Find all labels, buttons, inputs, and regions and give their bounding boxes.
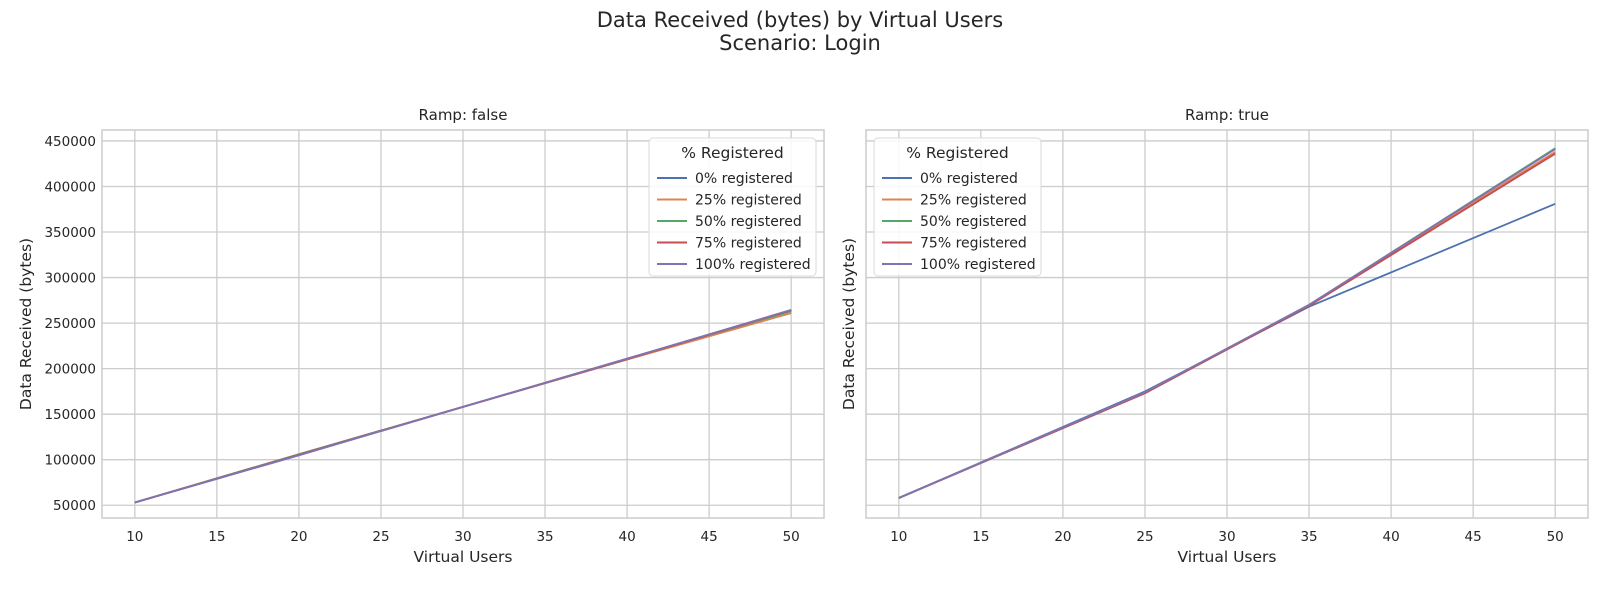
y-tick-label: 350000 — [44, 225, 96, 241]
y-tick-label: 250000 — [44, 316, 96, 332]
y-tick-label: 100000 — [44, 453, 96, 469]
plot-frame — [865, 129, 1589, 519]
legend-entry: 50% registered — [920, 214, 1027, 230]
x-tick-label: 30 — [1218, 529, 1235, 545]
x-tick-label: 45 — [1465, 529, 1482, 545]
legend-entry: 25% registered — [920, 193, 1027, 209]
x-tick-label: 20 — [1054, 529, 1071, 545]
x-axis-label: Virtual Users — [1178, 548, 1277, 566]
x-tick-label: 30 — [454, 529, 471, 545]
legend-entry: 75% registered — [920, 236, 1027, 252]
legend-entry: 100% registered — [920, 257, 1036, 273]
x-tick-label: 35 — [536, 529, 553, 545]
series-line-4 — [898, 148, 1556, 499]
x-tick-label: 15 — [972, 529, 989, 545]
legend-entry: 25% registered — [695, 193, 802, 209]
y-tick-label: 450000 — [44, 134, 96, 150]
legend-title: % Registered — [906, 144, 1009, 162]
figure-subtitle: Scenario: Login — [719, 31, 881, 55]
x-tick-label: 35 — [1300, 529, 1317, 545]
x-tick-label: 10 — [126, 529, 143, 545]
x-tick-label: 50 — [783, 529, 800, 545]
x-tick-label: 25 — [372, 529, 389, 545]
plot-frame — [101, 129, 825, 519]
panel-title: Ramp: false — [419, 106, 508, 124]
legend-entry: 0% registered — [695, 171, 793, 187]
figure-title: Data Received (bytes) by Virtual Users — [597, 8, 1004, 32]
series-line-4 — [134, 309, 792, 504]
y-tick-label: 300000 — [44, 271, 96, 287]
legend-entry: 100% registered — [695, 257, 811, 273]
x-tick-label: 40 — [1382, 529, 1399, 545]
x-tick-label: 10 — [890, 529, 907, 545]
legend-entry: 75% registered — [695, 236, 802, 252]
y-axis-label: Data Received (bytes) — [17, 238, 35, 410]
x-tick-label: 50 — [1547, 529, 1564, 545]
legend-title: % Registered — [681, 144, 784, 162]
x-tick-label: 15 — [208, 529, 225, 545]
x-tick-label: 40 — [618, 529, 635, 545]
panel-title: Ramp: true — [1185, 106, 1269, 124]
legend: % Registered 0% registered 25% registered 5… — [873, 137, 1042, 277]
y-tick-label: 50000 — [53, 498, 96, 514]
y-tick-label: 400000 — [44, 179, 96, 195]
x-tick-label: 20 — [290, 529, 307, 545]
legend-box — [648, 137, 817, 277]
chart-panel-0: Ramp: false 10 15 20 25 30 35 40 45 50 50000 100000… — [17, 106, 825, 566]
y-axis-label: Data Received (bytes) — [840, 238, 858, 410]
y-tick-label: 150000 — [44, 407, 96, 423]
legend: % Registered 0% registered 25% registered 5… — [648, 137, 817, 277]
legend-box — [873, 137, 1042, 277]
y-tick-label: 200000 — [44, 362, 96, 378]
x-tick-label: 25 — [1136, 529, 1153, 545]
legend-entry: 0% registered — [920, 171, 1018, 187]
chart-panel-1: Ramp: true 10 15 20 25 30 35 40 45 50 Virtual User… — [840, 106, 1589, 566]
x-axis-label: Virtual Users — [414, 548, 513, 566]
legend-entry: 50% registered — [695, 214, 802, 230]
x-tick-label: 45 — [701, 529, 718, 545]
